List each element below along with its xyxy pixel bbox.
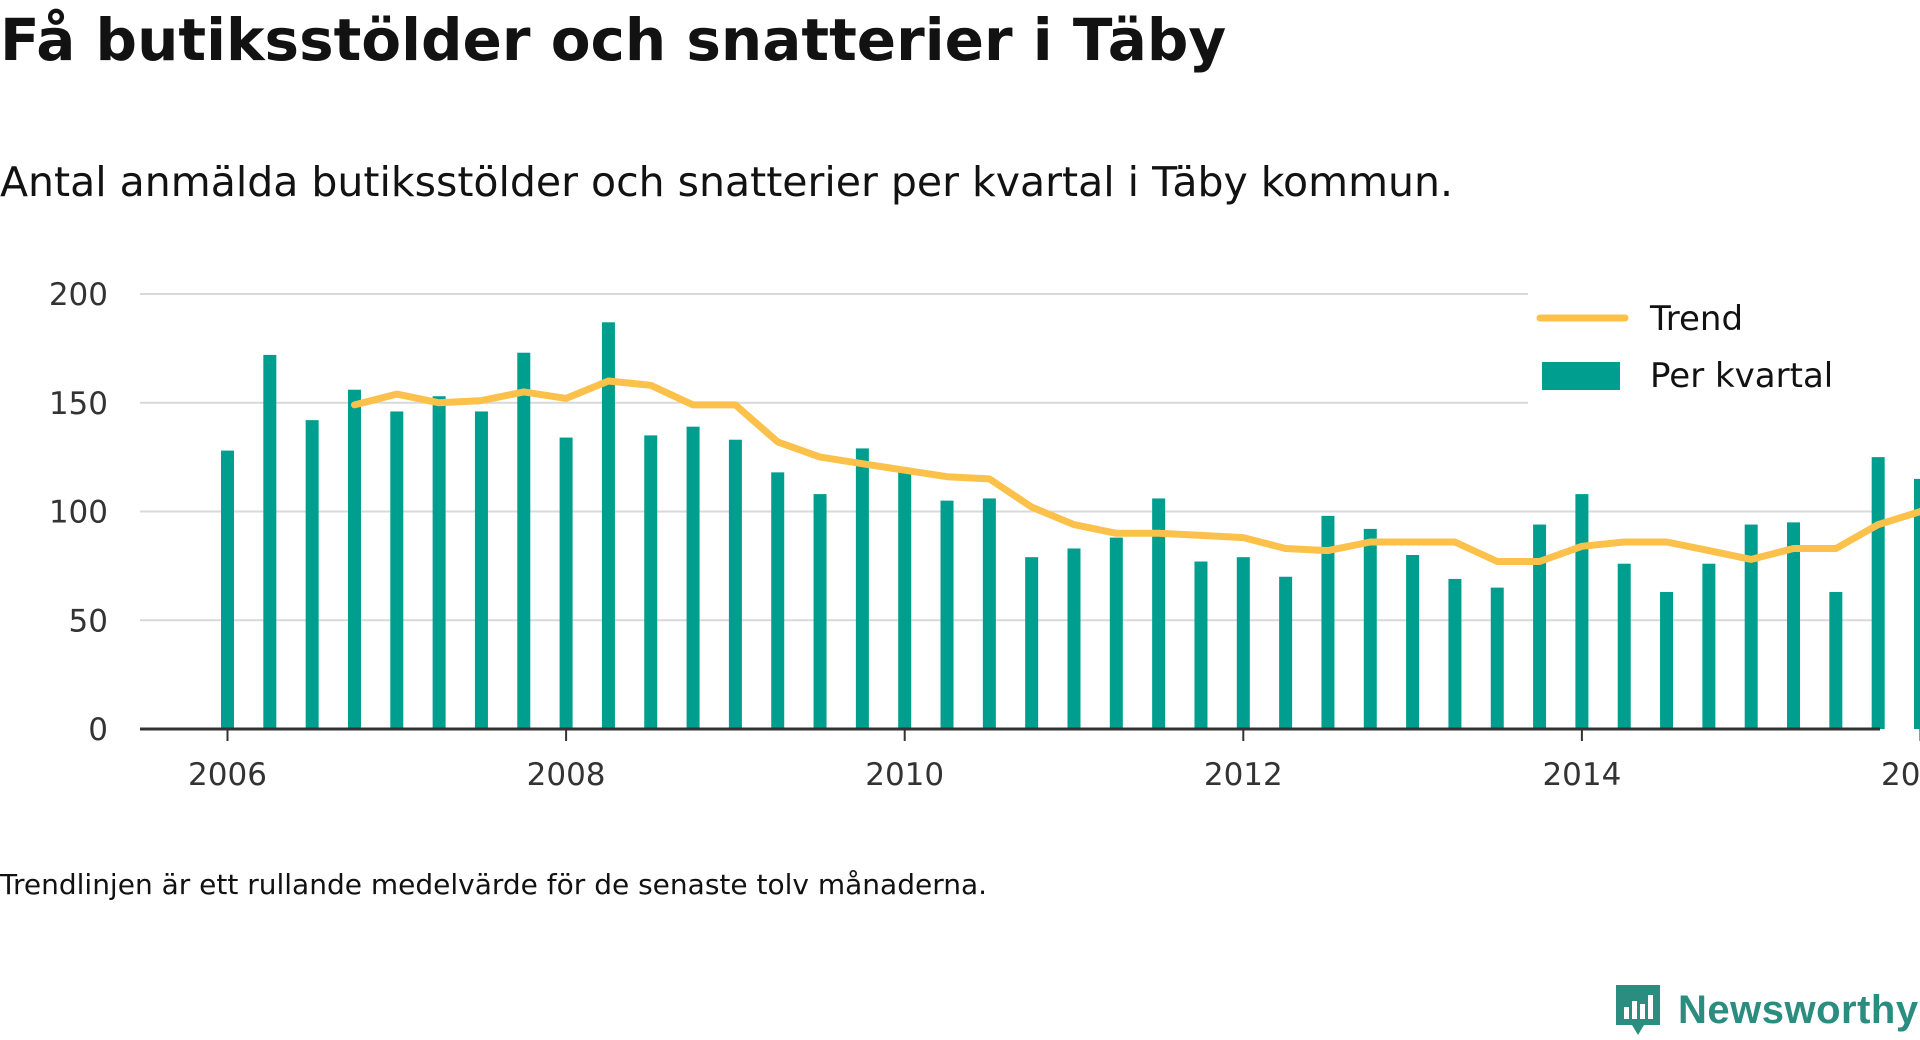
x-tick-label: 2008 — [527, 757, 606, 793]
bar — [517, 352, 531, 729]
bar — [1617, 563, 1631, 729]
bar — [940, 500, 954, 729]
bar — [1744, 524, 1758, 729]
y-axis-ticks: 0 50 100 150 200 — [49, 277, 108, 748]
bar — [1660, 591, 1674, 729]
y-tick-label: 150 — [49, 386, 108, 422]
legend: Trend Per kvartal — [1528, 290, 1888, 440]
footnote: Trendlinjen är ett rullande medelvärde f… — [0, 868, 988, 901]
x-tick-label: 2010 — [865, 757, 944, 793]
chart-subtitle: Antal anmälda butiksstölder och snatteri… — [0, 158, 1454, 206]
bar — [898, 472, 912, 729]
bar — [813, 494, 827, 729]
x-tick-label: 2014 — [1542, 757, 1621, 793]
bar — [1490, 587, 1504, 729]
legend-trend-label: Trend — [1649, 299, 1743, 339]
newsworthy-logo-icon — [1616, 985, 1660, 1035]
trend-line — [351, 377, 1920, 565]
bar — [728, 439, 742, 729]
bar — [1194, 561, 1208, 729]
bar — [1363, 528, 1377, 729]
bar — [1067, 548, 1081, 729]
y-tick-label: 100 — [49, 495, 108, 531]
bar — [263, 354, 277, 729]
bar — [347, 389, 361, 729]
bar — [305, 420, 319, 729]
x-tick-label: 2016 — [1881, 757, 1920, 793]
bar — [221, 450, 234, 729]
bar — [1829, 591, 1843, 729]
bar — [1279, 576, 1293, 729]
y-tick-label: 0 — [88, 712, 108, 748]
trend-series — [351, 377, 1920, 565]
bar — [1787, 522, 1801, 729]
bar — [1025, 557, 1039, 729]
bar — [1575, 494, 1589, 729]
legend-bars-swatch — [1542, 362, 1620, 390]
bar — [474, 411, 488, 729]
bar — [390, 411, 404, 729]
bar-series — [221, 322, 1920, 729]
bar — [1533, 524, 1547, 729]
bar — [771, 472, 785, 729]
brand-name: Newsworthy — [1678, 987, 1919, 1032]
bar — [1152, 498, 1166, 729]
legend-bars-label: Per kvartal — [1650, 356, 1833, 396]
y-tick-label: 50 — [69, 603, 108, 639]
x-axis: 2006200820102012201420162018202020222024 — [140, 727, 1920, 793]
bar — [1871, 457, 1885, 729]
bar — [1702, 563, 1716, 729]
brand: Newsworthy — [1612, 980, 1919, 1040]
bar — [1109, 537, 1123, 729]
bar — [432, 396, 446, 729]
bar — [1321, 515, 1335, 729]
bar — [1406, 555, 1420, 729]
chart-title: Få butiksstölder och snatterier i Täby — [0, 6, 1227, 74]
bar — [644, 435, 658, 729]
bar — [982, 498, 996, 729]
y-tick-label: 200 — [49, 277, 108, 313]
bar — [559, 437, 573, 729]
bar — [1448, 578, 1462, 729]
bar — [1914, 478, 1920, 729]
bar — [601, 322, 615, 729]
x-tick-label: 2006 — [188, 757, 267, 793]
bar — [1236, 557, 1250, 729]
x-tick-label: 2012 — [1204, 757, 1283, 793]
bar — [686, 426, 700, 729]
bar — [855, 448, 869, 729]
